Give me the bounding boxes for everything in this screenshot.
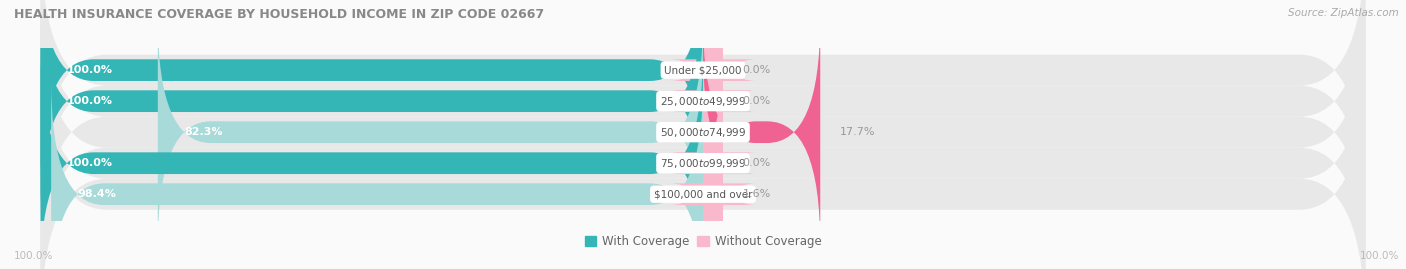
- FancyBboxPatch shape: [157, 19, 703, 245]
- Text: Source: ZipAtlas.com: Source: ZipAtlas.com: [1288, 8, 1399, 18]
- Text: $100,000 and over: $100,000 and over: [654, 189, 752, 199]
- FancyBboxPatch shape: [669, 50, 756, 269]
- Text: Under $25,000: Under $25,000: [664, 65, 742, 75]
- Text: $75,000 to $99,999: $75,000 to $99,999: [659, 157, 747, 170]
- FancyBboxPatch shape: [669, 81, 756, 269]
- FancyBboxPatch shape: [41, 0, 1365, 210]
- Text: 82.3%: 82.3%: [184, 127, 222, 137]
- FancyBboxPatch shape: [41, 55, 1365, 269]
- Text: HEALTH INSURANCE COVERAGE BY HOUSEHOLD INCOME IN ZIP CODE 02667: HEALTH INSURANCE COVERAGE BY HOUSEHOLD I…: [14, 8, 544, 21]
- Text: 0.0%: 0.0%: [742, 158, 770, 168]
- Text: 1.6%: 1.6%: [742, 189, 770, 199]
- FancyBboxPatch shape: [41, 24, 1365, 269]
- FancyBboxPatch shape: [41, 0, 1365, 241]
- FancyBboxPatch shape: [41, 50, 703, 269]
- Text: 100.0%: 100.0%: [1360, 251, 1399, 261]
- Text: $50,000 to $74,999: $50,000 to $74,999: [659, 126, 747, 139]
- Text: 100.0%: 100.0%: [67, 65, 112, 75]
- FancyBboxPatch shape: [669, 0, 756, 214]
- Legend: With Coverage, Without Coverage: With Coverage, Without Coverage: [579, 230, 827, 253]
- FancyBboxPatch shape: [41, 0, 703, 183]
- Text: $25,000 to $49,999: $25,000 to $49,999: [659, 95, 747, 108]
- Text: 100.0%: 100.0%: [14, 251, 53, 261]
- Text: 0.0%: 0.0%: [742, 65, 770, 75]
- FancyBboxPatch shape: [41, 0, 703, 214]
- Text: 17.7%: 17.7%: [841, 127, 876, 137]
- Text: 98.4%: 98.4%: [77, 189, 117, 199]
- Text: 0.0%: 0.0%: [742, 96, 770, 106]
- FancyBboxPatch shape: [703, 19, 820, 245]
- FancyBboxPatch shape: [51, 81, 703, 269]
- FancyBboxPatch shape: [669, 0, 756, 183]
- Text: 100.0%: 100.0%: [67, 158, 112, 168]
- FancyBboxPatch shape: [41, 0, 1365, 269]
- Text: 100.0%: 100.0%: [67, 96, 112, 106]
